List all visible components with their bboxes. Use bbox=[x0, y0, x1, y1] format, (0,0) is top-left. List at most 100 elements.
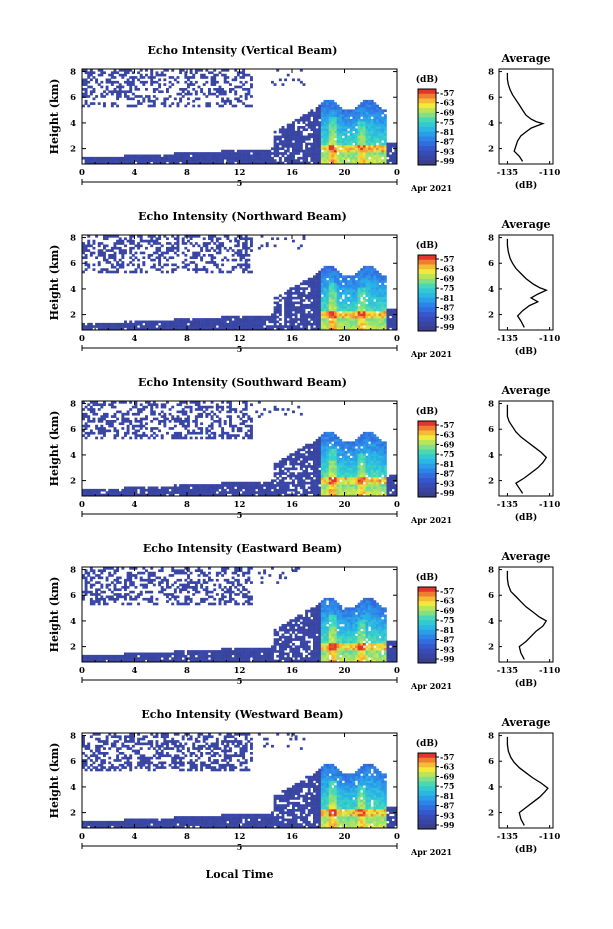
heatmap-cell bbox=[323, 448, 327, 452]
heatmap-cell bbox=[326, 114, 330, 117]
heatmap-cell bbox=[273, 152, 277, 155]
heatmap-cell bbox=[336, 439, 340, 442]
heatmap-cell bbox=[250, 104, 253, 108]
heatmap-cell bbox=[223, 491, 227, 494]
heatmap-cell bbox=[349, 488, 353, 492]
heatmap-cell bbox=[294, 477, 298, 480]
heatmap-cell bbox=[281, 458, 285, 461]
x-tick-label: 0 bbox=[79, 334, 85, 344]
heatmap-cell bbox=[302, 318, 306, 321]
heatmap-cell bbox=[152, 102, 156, 105]
heatmap-cell bbox=[181, 242, 185, 245]
heatmap-cell bbox=[171, 488, 175, 492]
heatmap-cell bbox=[176, 410, 180, 414]
heatmap-cell bbox=[334, 488, 337, 492]
heatmap-cell bbox=[87, 104, 91, 108]
colorbar-tick-label: -99 bbox=[440, 156, 455, 166]
heatmap-cell bbox=[244, 261, 248, 264]
heatmap-cell bbox=[334, 147, 337, 151]
heatmap-cell bbox=[284, 491, 288, 494]
heatmap-cell bbox=[168, 327, 172, 331]
heatmap-cell bbox=[100, 420, 104, 423]
heatmap-cell bbox=[158, 83, 162, 86]
heatmap-cell bbox=[323, 282, 327, 286]
heatmap-cell bbox=[173, 420, 177, 423]
average-title: Average bbox=[500, 218, 550, 231]
heatmap-cell bbox=[344, 118, 348, 122]
heatmap-cell bbox=[116, 159, 120, 162]
heatmap-cell bbox=[273, 318, 277, 321]
heatmap-cell bbox=[173, 152, 177, 155]
heatmap-cell bbox=[310, 282, 314, 286]
heatmap-cell bbox=[344, 325, 348, 328]
heatmap-cell bbox=[331, 270, 335, 274]
heatmap-cell bbox=[302, 465, 306, 468]
heatmap-cell bbox=[218, 270, 222, 274]
heatmap-cell bbox=[305, 306, 309, 309]
heatmap-cell bbox=[221, 325, 225, 328]
heatmap-cell bbox=[318, 299, 322, 302]
heatmap-cell bbox=[215, 403, 219, 407]
heatmap-cell bbox=[344, 133, 348, 136]
heatmap-cell bbox=[326, 282, 330, 286]
heatmap-cell bbox=[158, 422, 162, 426]
heatmap-cell bbox=[276, 493, 280, 497]
heatmap-cell bbox=[292, 156, 295, 160]
heatmap-cell bbox=[100, 251, 104, 255]
heatmap-cell bbox=[378, 315, 382, 319]
heatmap-cell bbox=[152, 322, 156, 326]
heatmap-cell bbox=[176, 434, 180, 437]
heatmap-cell bbox=[113, 434, 117, 437]
heatmap-cell bbox=[87, 327, 91, 331]
heatmap-cell bbox=[152, 431, 156, 435]
heatmap-cell bbox=[331, 458, 335, 461]
heatmap-cell bbox=[292, 154, 295, 158]
heatmap-cell bbox=[299, 130, 303, 134]
heatmap-cell bbox=[381, 135, 385, 139]
heatmap-cell bbox=[376, 107, 379, 110]
heatmap-cell bbox=[368, 273, 372, 276]
heatmap-cell bbox=[294, 493, 298, 497]
heatmap-cell bbox=[273, 308, 277, 312]
heatmap-cell bbox=[213, 436, 217, 440]
heatmap-cell bbox=[331, 123, 335, 127]
colorbar-swatch bbox=[418, 255, 436, 261]
heatmap-cell bbox=[129, 154, 133, 158]
heatmap-cell bbox=[360, 474, 364, 478]
heatmap-cell bbox=[215, 327, 219, 331]
heatmap-cell bbox=[139, 408, 143, 411]
heatmap-cell bbox=[150, 254, 154, 257]
heatmap-cell bbox=[142, 161, 146, 165]
heatmap-cell bbox=[252, 493, 256, 497]
heatmap-cell bbox=[292, 488, 295, 492]
heatmap-cell bbox=[97, 102, 101, 105]
heatmap-cell bbox=[357, 118, 361, 122]
heatmap-cell bbox=[202, 493, 206, 497]
heatmap-cell bbox=[286, 130, 290, 134]
heatmap-cell bbox=[152, 327, 156, 331]
heatmap-cell bbox=[263, 156, 267, 160]
heatmap-cell bbox=[328, 479, 332, 483]
heatmap-cell bbox=[289, 311, 293, 314]
heatmap-cell bbox=[313, 308, 316, 312]
heatmap-cell bbox=[118, 239, 122, 243]
heatmap-cell bbox=[265, 318, 269, 321]
heatmap-cell bbox=[318, 137, 322, 141]
heatmap-cell bbox=[231, 491, 235, 494]
heatmap-cell bbox=[239, 95, 243, 98]
heatmap-cell bbox=[394, 308, 398, 312]
heatmap-cell bbox=[305, 472, 309, 475]
heatmap-cell bbox=[334, 458, 337, 461]
heatmap-cell bbox=[271, 325, 274, 328]
heatmap-cell bbox=[89, 327, 93, 331]
heatmap-cell bbox=[231, 156, 235, 160]
y-axis-label: Height (km) bbox=[48, 245, 61, 321]
heatmap-cell bbox=[297, 145, 301, 148]
heatmap-cell bbox=[310, 327, 314, 331]
heatmap-cell bbox=[370, 109, 374, 113]
heatmap-cell bbox=[152, 235, 156, 238]
heatmap-cell bbox=[307, 446, 311, 449]
heatmap-cell bbox=[273, 296, 277, 300]
colorbar-tick-label: -69 bbox=[440, 273, 455, 283]
